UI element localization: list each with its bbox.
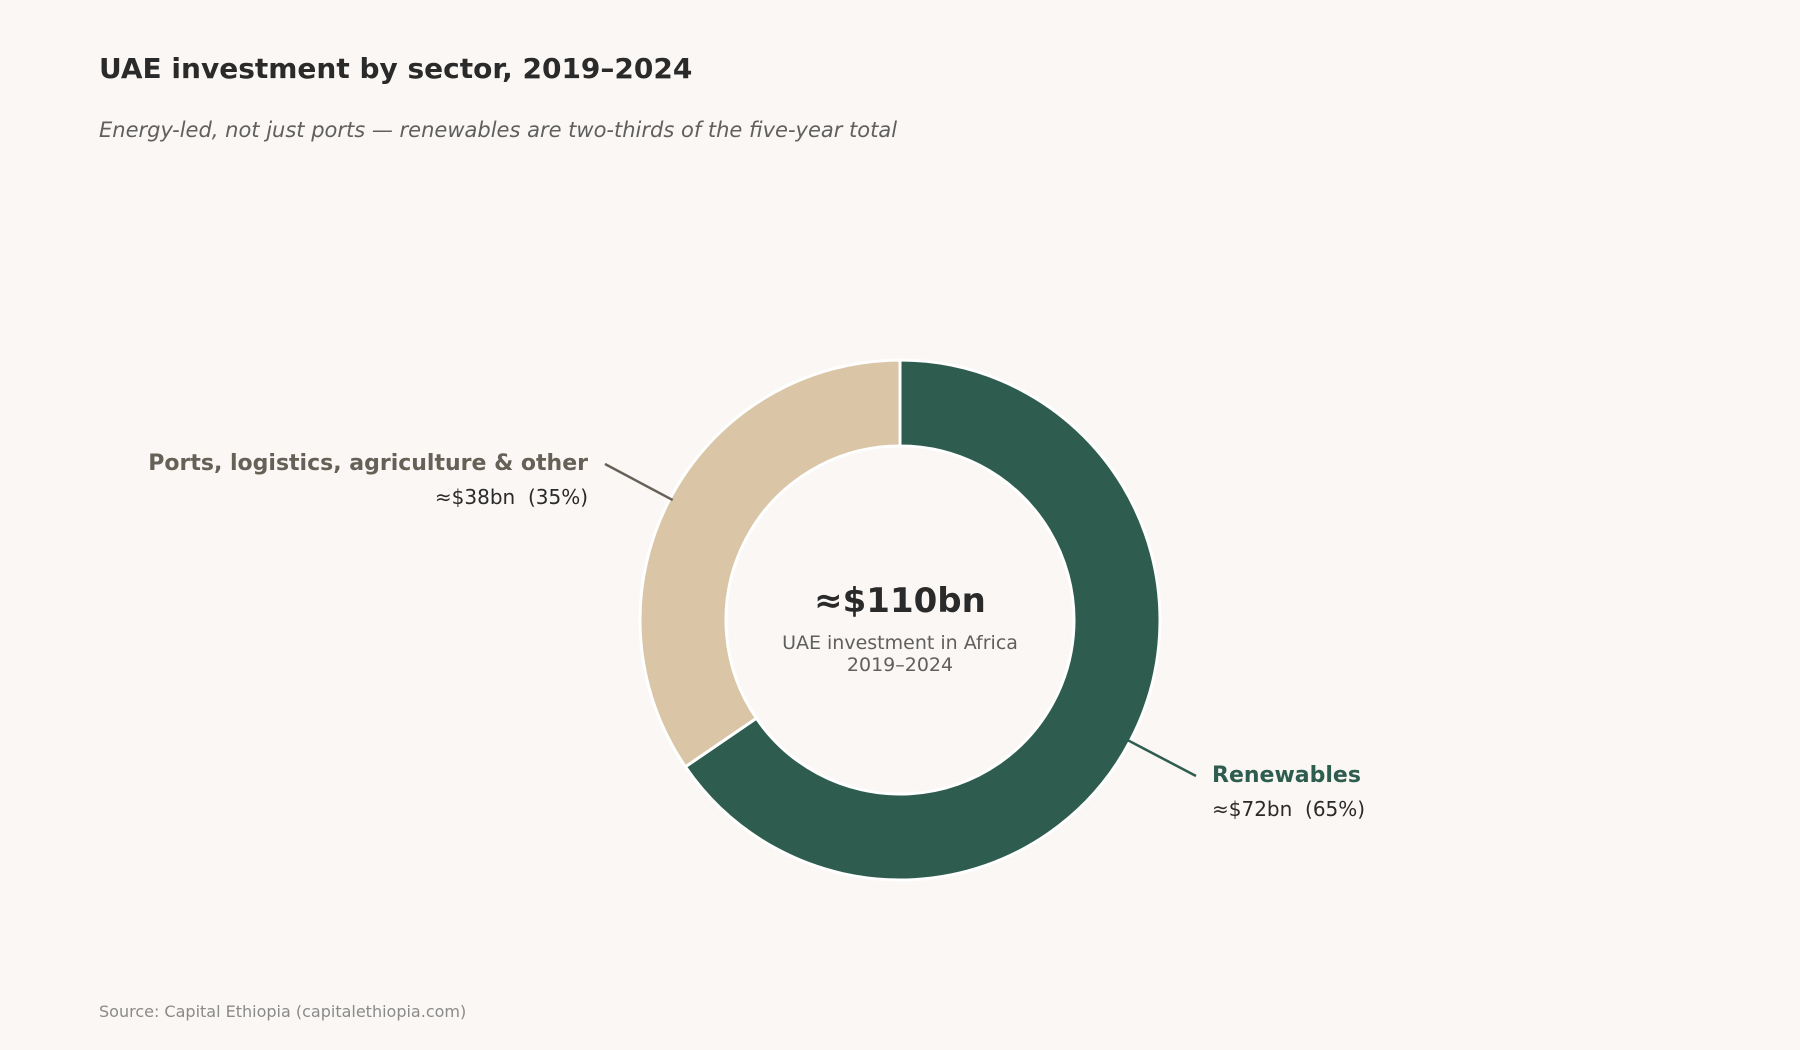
leader-line-ports-other: [604, 462, 674, 502]
chart-title: UAE investment by sector, 2019–2024: [99, 52, 693, 85]
slice-renewables: [683, 358, 1162, 882]
slice-label-renewables: Renewables: [1212, 763, 1361, 788]
source-note: Source: Capital Ethiopia (capitalethiopi…: [99, 1002, 467, 1021]
center-total-value: ≈$110bn: [814, 581, 986, 621]
slice-label-ports-other: Ports, logistics, agriculture & other: [148, 451, 588, 476]
slice-ports-other: [638, 358, 902, 769]
donut-slices: [638, 358, 1162, 882]
leader-line-renewables: [1126, 738, 1197, 778]
center-caption-line2: 2019–2024: [847, 654, 953, 676]
center-caption-line1: UAE investment in Africa: [782, 632, 1018, 654]
leader-lines: [604, 462, 1197, 778]
slice-value-renewables: ≈$72bn (65%): [1212, 797, 1365, 821]
slice-value-ports-other: ≈$38bn (35%): [435, 485, 588, 509]
chart-subtitle: Energy-led, not just ports — renewables …: [99, 118, 898, 142]
